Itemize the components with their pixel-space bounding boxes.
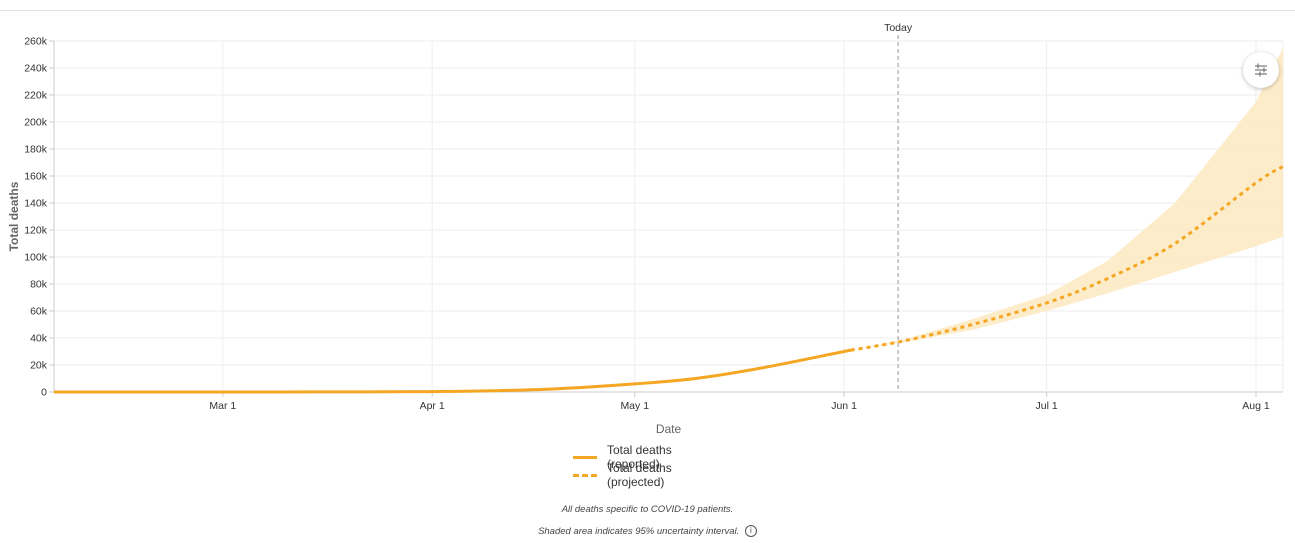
y-tick-label: 120k [24, 225, 48, 237]
info-icon[interactable]: i [744, 525, 757, 538]
y-tick-label: 40k [30, 333, 48, 345]
x-tick-label: Jul 1 [1036, 400, 1058, 412]
chart-settings-button[interactable] [1243, 52, 1279, 88]
y-axis-title: Total deaths [7, 181, 21, 251]
y-tick-label: 140k [24, 198, 48, 210]
top-divider [0, 10, 1295, 11]
sliders-icon [1255, 63, 1267, 77]
note-uncertainty-text: Shaded area indicates 95% uncertainty in… [538, 526, 740, 537]
y-tick-label: 160k [24, 171, 48, 183]
deaths-chart: 0 20k 40k 60k 80k 100k 120k 140k 160k 180k 200k 220… [7, 22, 1284, 436]
legend-item-reported[interactable]: Total deaths (reported) [0, 443, 1295, 471]
y-tick-label: 200k [24, 117, 48, 129]
uncertainty-band [850, 47, 1283, 351]
chart-notes: All deaths specific to COVID-19 patients… [0, 499, 1295, 543]
y-tick-label: 260k [24, 36, 48, 48]
x-tick-label: Aug 1 [1242, 400, 1270, 412]
x-tick-label: Mar 1 [209, 400, 236, 412]
y-tick-label: 0 [41, 387, 47, 399]
x-tick-label: May 1 [620, 400, 649, 412]
chart-legend: Total deaths (reported) Total deaths (pr… [0, 443, 1295, 489]
y-tick-label: 20k [30, 360, 48, 372]
series-line-projected[interactable] [850, 165, 1284, 352]
legend-label: Total deaths (projected) [607, 461, 672, 489]
legend-swatch-solid [573, 455, 597, 459]
legend-swatch-dashed [573, 473, 597, 477]
y-tick-label: 240k [24, 63, 48, 75]
x-tick-label: Jun 1 [831, 400, 857, 412]
y-tick-label: 100k [24, 252, 48, 264]
series-line-reported[interactable] [54, 348, 855, 394]
x-axis-title: Date [656, 422, 682, 436]
y-tick-label: 80k [30, 279, 48, 291]
legend-item-projected[interactable]: Total deaths (projected) [0, 461, 1295, 489]
today-label: Today [884, 22, 913, 34]
note-deaths: All deaths specific to COVID-19 patients… [561, 504, 734, 515]
note-uncertainty: Shaded area indicates 95% uncertainty in… [0, 521, 1295, 543]
y-tick-label: 220k [24, 90, 48, 102]
x-tick-label: Apr 1 [420, 400, 445, 412]
y-tick-label: 180k [24, 144, 48, 156]
y-tick-label: 60k [30, 306, 48, 318]
legend-label: Total deaths (reported) [607, 443, 672, 471]
